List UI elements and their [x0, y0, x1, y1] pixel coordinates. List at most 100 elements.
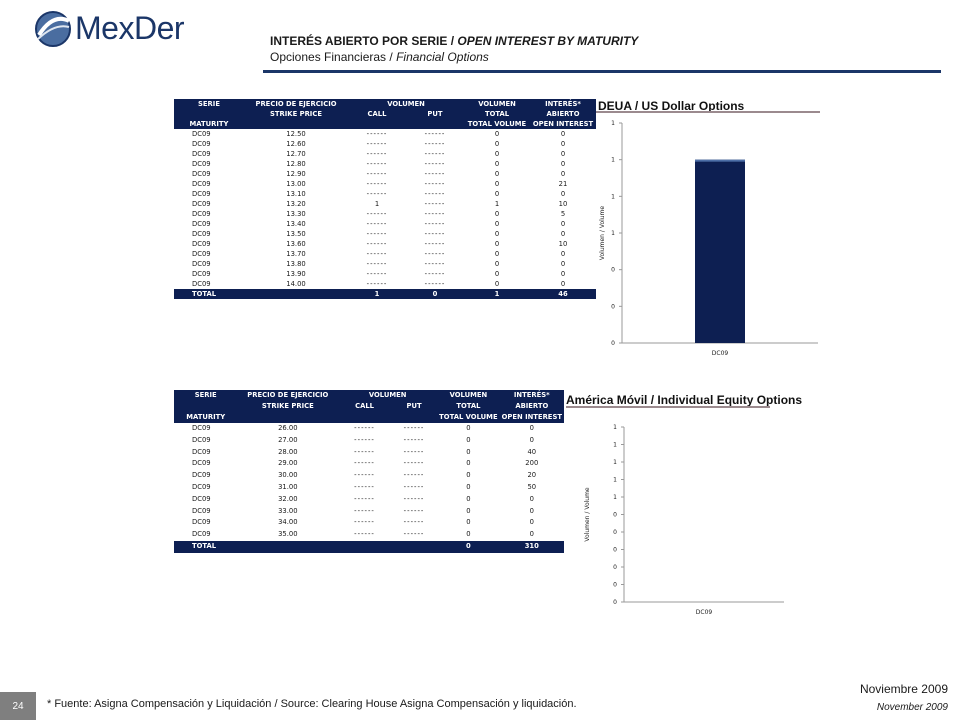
col-vol-total-mid: TOTAL [464, 109, 530, 119]
col-serie: SERIE [174, 99, 244, 109]
total-call [338, 540, 391, 553]
y-axis-label: Volumen / Volume [599, 206, 606, 261]
put-cell: ------ [403, 459, 425, 468]
put-cell: ------ [403, 435, 425, 444]
volume-cell: 0 [466, 530, 471, 539]
open-interest-cell: 0 [560, 130, 566, 138]
total-put: 0 [406, 289, 464, 299]
put-cell: ------ [424, 200, 446, 208]
col-interes-en: OPEN INTEREST [530, 119, 596, 129]
volume-cell: 0 [466, 435, 471, 444]
strike-cell: 12.50 [286, 130, 306, 138]
serie-cell: DC09 [192, 250, 211, 258]
col-maturity: MATURITY [174, 119, 244, 129]
volume-cell: 0 [494, 220, 500, 228]
table-row: DC09 13.50 ------ ------ 0 0 [174, 229, 596, 239]
page-title: INTERÉS ABIERTO POR SERIE / OPEN INTERES… [270, 34, 639, 48]
volume-cell: 1 [494, 200, 500, 208]
call-cell: ------ [366, 240, 388, 248]
x-tick-label: DC09 [712, 350, 729, 357]
col-call: CALL [348, 109, 406, 119]
table-row: DC09 13.60 ------ ------ 0 10 [174, 239, 596, 249]
col-interes-mid: ABIERTO [499, 401, 564, 412]
strike-cell: 13.60 [286, 240, 306, 248]
col-precio: PRECIO DE EJERCICIO [237, 390, 339, 401]
col-maturity: MATURITY [174, 412, 238, 423]
volume-cell: 0 [466, 494, 471, 503]
serie-cell: DC09 [192, 471, 211, 480]
y-tick-label: 1 [611, 193, 615, 200]
call-cell: ------ [366, 150, 388, 158]
total-put [390, 540, 438, 553]
put-cell: ------ [424, 140, 446, 148]
open-interest-cell: 0 [560, 160, 566, 168]
call-cell: ------ [354, 435, 375, 444]
y-tick-label: 1 [611, 120, 615, 127]
serie-cell: DC09 [192, 220, 211, 228]
open-interest-cell: 0 [560, 230, 566, 238]
volume-cell: 0 [494, 190, 500, 198]
total-call: 1 [348, 289, 406, 299]
col-vol-total-en: TOTAL VOLUME [437, 412, 500, 423]
open-interest-cell: 10 [558, 200, 568, 208]
y-tick-label: 0 [613, 582, 617, 589]
table-row: DC09 12.90 ------ ------ 0 0 [174, 169, 596, 179]
strike-cell: 13.30 [286, 210, 306, 218]
call-cell: ------ [366, 230, 388, 238]
volume-cell: 0 [466, 471, 471, 480]
table-row: DC09 32.00 ------ ------ 0 0 [174, 494, 564, 506]
serie-cell: DC09 [192, 459, 211, 468]
strike-cell: 29.00 [278, 459, 298, 468]
put-cell: ------ [424, 170, 446, 178]
put-cell: ------ [403, 506, 425, 515]
open-interest-cell: 0 [529, 424, 534, 432]
call-cell: 1 [374, 200, 380, 208]
table-row: DC09 30.00 ------ ------ 0 20 [174, 470, 564, 482]
call-cell: ------ [366, 190, 388, 198]
strike-cell: 34.00 [278, 518, 298, 527]
total-label: TOTAL [174, 540, 238, 553]
table-row: DC09 28.00 ------ ------ 0 40 [174, 447, 564, 459]
call-cell: ------ [354, 424, 375, 432]
col-interes-es: INTERÉS* [499, 390, 564, 401]
call-cell: ------ [354, 530, 375, 539]
open-interest-cell: 0 [560, 140, 566, 148]
strike-cell: 12.60 [286, 140, 306, 148]
volume-cell: 0 [494, 270, 500, 278]
open-interest-cell: 0 [560, 190, 566, 198]
volume-cell: 0 [494, 210, 500, 218]
total-label: TOTAL [174, 289, 244, 299]
volume-cell: 0 [494, 130, 500, 138]
volume-cell: 0 [494, 140, 500, 148]
mexder-logo: MexDer [33, 9, 185, 51]
serie-cell: DC09 [192, 280, 211, 288]
open-interest-cell: 0 [529, 530, 534, 539]
strike-cell: 13.40 [286, 220, 306, 228]
y-tick-label: 1 [613, 424, 617, 431]
strike-cell: 12.80 [286, 160, 306, 168]
serie-cell: DC09 [192, 210, 211, 218]
col-put: PUT [406, 109, 464, 119]
table-body: DC09 12.50 ------ ------ 0 0 DC09 12.60 ------ --… [174, 129, 596, 299]
table-row: DC09 13.20 1 ------ 1 10 [174, 199, 596, 209]
strike-cell: 30.00 [278, 471, 298, 480]
call-cell: ------ [366, 130, 388, 138]
call-cell: ------ [354, 459, 375, 468]
chart-title-usd: DEUA / US Dollar Options [598, 99, 745, 113]
serie-cell: DC09 [192, 180, 211, 188]
strike-cell: 12.70 [286, 150, 306, 158]
bar-highlight [695, 159, 745, 162]
put-cell: ------ [424, 240, 446, 248]
page-number: 24 [0, 692, 36, 720]
table-row: DC09 27.00 ------ ------ 0 0 [174, 435, 564, 447]
strike-cell: 14.00 [286, 280, 306, 288]
source-footnote: * Fuente: Asigna Compensación y Liquidac… [47, 698, 577, 710]
open-interest-cell: 0 [529, 506, 534, 515]
call-cell: ------ [354, 447, 375, 456]
serie-cell: DC09 [192, 506, 211, 515]
y-tick-label: 1 [613, 477, 617, 484]
call-cell: ------ [366, 180, 388, 188]
y-tick-label: 1 [611, 230, 615, 237]
table-row: DC09 13.40 ------ ------ 0 0 [174, 219, 596, 229]
col-interes-mid: ABIERTO [530, 109, 596, 119]
